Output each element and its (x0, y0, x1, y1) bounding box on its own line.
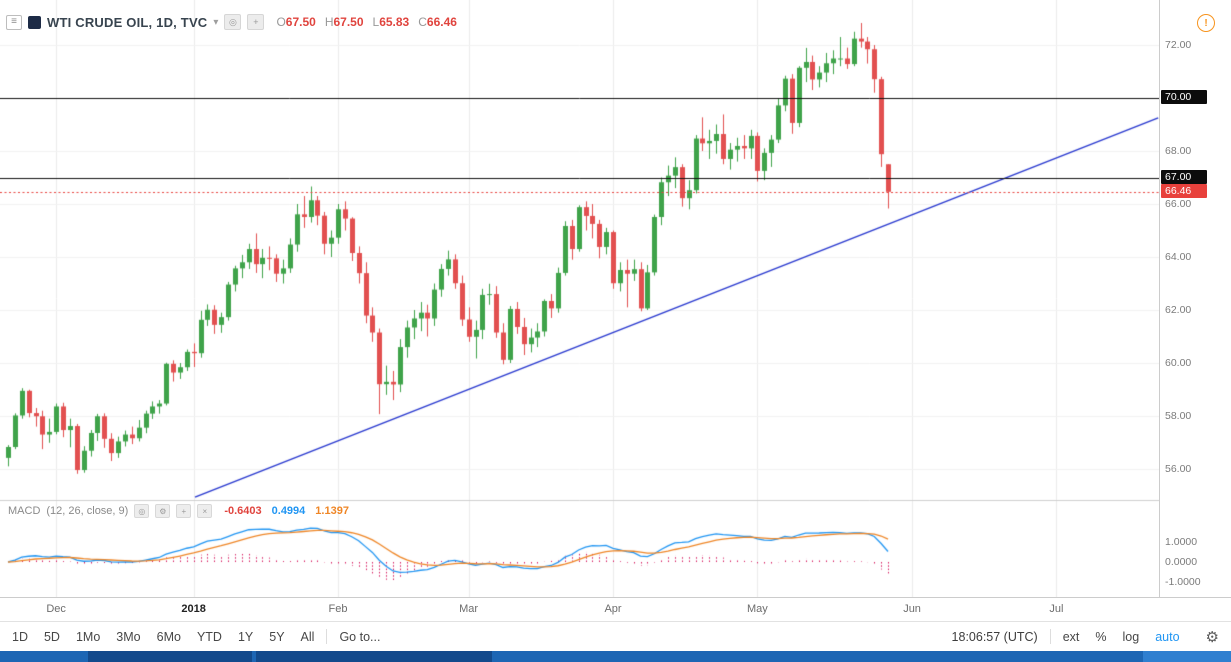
range-button-5y[interactable]: 5Y (269, 629, 285, 644)
price-tick-label: 58.00 (1165, 410, 1192, 422)
ext-button[interactable]: ext (1062, 629, 1080, 644)
month-label: Feb (328, 603, 348, 615)
price-axis[interactable]: 72.00 68.00 66.00 64.00 62.00 60.00 58.00 56.00… (1159, 0, 1231, 597)
log-button[interactable]: log (1122, 629, 1140, 644)
range-button-ytd[interactable]: YTD (196, 629, 222, 644)
macd-values: -0.6403 0.4994 1.1397 (224, 505, 349, 517)
high-label: H (324, 15, 334, 29)
month-label: Mar (459, 603, 479, 615)
open-value: 67.50 (285, 15, 316, 29)
eye-icon[interactable]: ◎ (134, 504, 150, 518)
macd-tick-label: 0.0000 (1165, 556, 1198, 568)
macd-histogram-value: -0.6403 (224, 505, 262, 517)
price-tick-label: 60.00 (1165, 357, 1192, 369)
settings-icon[interactable]: + (247, 14, 265, 30)
ohlc-readout: O67.50 H67.50 L65.83 C66.46 (276, 15, 457, 29)
close-icon[interactable]: × (197, 504, 213, 518)
eye-icon[interactable]: ◎ (224, 14, 242, 30)
price-tick-label: 66.00 (1165, 198, 1192, 210)
alert-icon[interactable]: ! (1197, 14, 1215, 32)
range-button-all[interactable]: All (300, 629, 315, 644)
macd-legend: MACD (12, 26, close, 9) ◎ ⚙ + × -0.6403 … (8, 504, 349, 518)
price-level-label[interactable]: 67.00 (1161, 169, 1207, 184)
month-label: Jun (903, 603, 921, 615)
chart-legend: ≡ WTI CRUDE OIL, 1D, TVC ▾ ◎ + O67.50 H6… (6, 14, 457, 30)
gear-icon[interactable]: ⚙ (1205, 628, 1219, 646)
month-label: Apr (604, 603, 622, 615)
month-label: May (746, 603, 768, 615)
windows-taskbar[interactable] (0, 651, 1231, 662)
gear-icon[interactable]: ⚙ (155, 504, 171, 518)
price-level-label[interactable]: 70.00 (1161, 90, 1207, 104)
macd-tick-label: 1.0000 (1165, 536, 1198, 548)
range-button-1d[interactable]: 1D (12, 629, 28, 644)
range-selector: 1D 5D 1Mo 3Mo 6Mo YTD 1Y 5Y All (12, 630, 314, 644)
macd-tick-label: -1.0000 (1165, 576, 1201, 588)
taskbar-window-group[interactable] (88, 651, 252, 662)
range-button-1mo[interactable]: 1Mo (75, 629, 101, 644)
menu-icon[interactable]: ≡ (6, 14, 22, 30)
low-value: 65.83 (379, 15, 410, 29)
auto-button[interactable]: auto (1155, 629, 1180, 644)
range-button-5d[interactable]: 5D (43, 629, 60, 644)
symbol-title[interactable]: WTI CRUDE OIL, 1D, TVC (47, 14, 208, 30)
taskbar-tray[interactable] (1143, 651, 1231, 662)
price-tick-label: 56.00 (1165, 463, 1192, 475)
month-label: Dec (46, 603, 66, 615)
price-tick-label: 64.00 (1165, 251, 1192, 263)
chevron-down-icon[interactable]: ▾ (213, 16, 219, 28)
range-button-6mo[interactable]: 6Mo (156, 629, 181, 644)
low-label: L (372, 15, 380, 29)
range-button-3mo[interactable]: 3Mo (116, 629, 141, 644)
month-label: 2018 (181, 603, 206, 615)
month-label: Jul (1049, 603, 1064, 615)
clock: 18:06:57 (UTC) (951, 629, 1038, 644)
plus-icon[interactable]: + (176, 504, 192, 518)
macd-line-value: 0.4994 (271, 505, 306, 517)
price-tick-label: 72.00 (1165, 39, 1192, 51)
price-tick-label: 62.00 (1165, 304, 1192, 316)
open-label: O (276, 15, 286, 29)
high-value: 67.50 (333, 15, 364, 29)
range-button-1y[interactable]: 1Y (237, 629, 254, 644)
macd-title[interactable]: MACD (8, 505, 41, 517)
symbol-logo-icon (28, 15, 41, 29)
last-price-label: 66.46 (1161, 183, 1207, 198)
divider (326, 629, 328, 644)
taskbar-window-group[interactable] (256, 651, 492, 662)
bottom-toolbar: 1D 5D 1Mo 3Mo 6Mo YTD 1Y 5Y All Go to... 18:06:5… (0, 621, 1231, 651)
close-label: C (418, 15, 427, 29)
price-chart-canvas[interactable] (0, 0, 1159, 597)
time-axis[interactable]: Dec 2018 Feb Mar Apr May Jun Jul (0, 597, 1231, 622)
percent-button[interactable]: % (1095, 629, 1107, 644)
close-value: 66.46 (426, 15, 457, 29)
divider (1049, 629, 1051, 644)
goto-button[interactable]: Go to... (339, 629, 381, 644)
macd-params: (12, 26, close, 9) (46, 505, 129, 517)
macd-signal-value: 1.1397 (315, 505, 349, 517)
price-tick-label: 68.00 (1165, 145, 1192, 157)
